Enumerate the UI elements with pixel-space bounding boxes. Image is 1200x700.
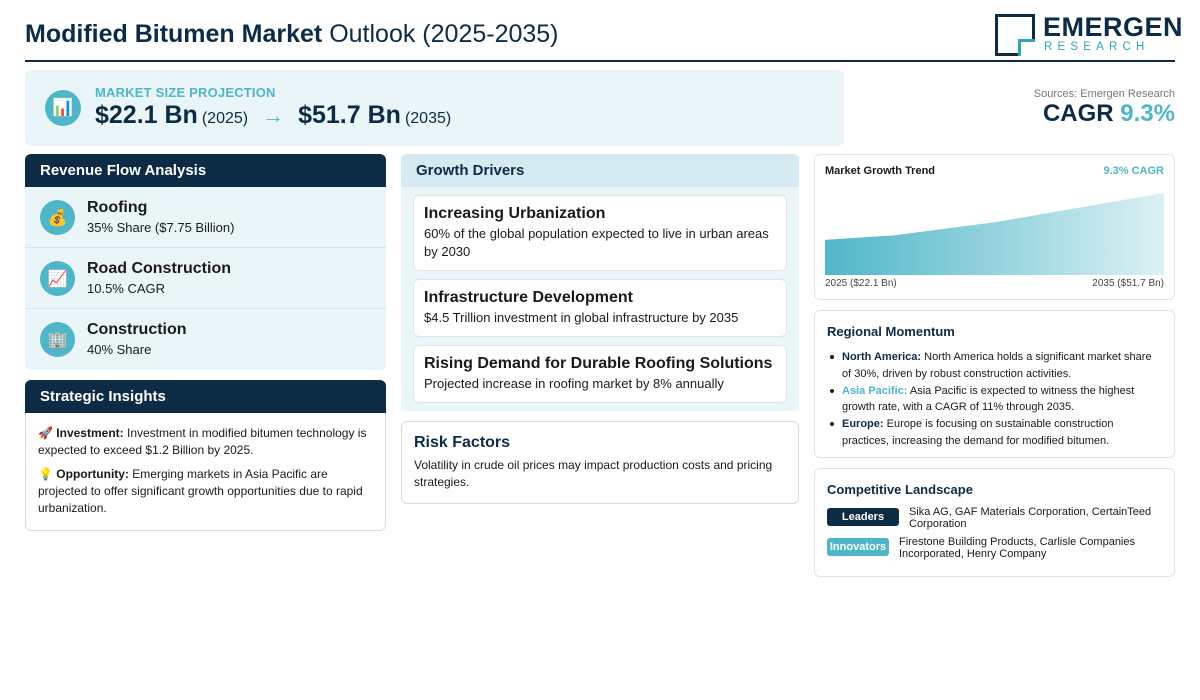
cagr-summary: CAGR 9.3%	[1043, 100, 1175, 128]
header: Modified Bitumen Market Outlook (2025-20…	[25, 12, 1183, 62]
revenue-item-desc: 10.5% CAGR	[87, 281, 166, 296]
growth-drivers-panel: Growth Drivers Increasing Urbanization 6…	[401, 154, 799, 411]
trend-chart-icon: 📈	[40, 261, 75, 296]
end-value: $51.7 Bn	[298, 101, 401, 129]
driver-desc: 60% of the global population expected to…	[424, 226, 769, 259]
region-text: North America holds a significant market…	[842, 351, 1152, 380]
innovators-badge: Innovators	[827, 538, 889, 556]
insight-item: 💡 Opportunity: Emerging markets in Asia …	[38, 466, 373, 517]
driver-card: Increasing Urbanization 60% of the globa…	[413, 195, 787, 271]
region-item: Europe: Europe is focusing on sustainabl…	[827, 416, 1162, 449]
innovators-names: Firestone Building Products, Carlisle Co…	[899, 536, 1135, 560]
revenue-item: 🏢 Construction 40% Share	[25, 309, 386, 370]
driver-title: Infrastructure Development	[424, 289, 633, 306]
driver-title: Rising Demand for Durable Roofing Soluti…	[424, 355, 773, 372]
title-rest: Outlook (2025-2035)	[329, 20, 559, 48]
driver-card: Infrastructure Development $4.5 Trillion…	[413, 279, 787, 337]
strategic-insights-panel: Strategic Insights 🚀 Investment: Investm…	[25, 380, 386, 531]
title-bold: Modified Bitumen Market	[25, 20, 323, 48]
region-text: Asia Pacific is expected to witness the …	[842, 384, 1135, 414]
risk-factors-panel: Risk Factors Volatility in crude oil pri…	[401, 421, 799, 504]
driver-title: Increasing Urbanization	[424, 205, 606, 222]
building-icon: 🏢	[40, 322, 75, 357]
start-value: $22.1 Bn	[95, 101, 198, 129]
competitive-landscape-title: Competitive Landscape	[827, 482, 973, 497]
sources-text: Sources: Emergen Research	[1033, 88, 1175, 100]
region-name: Europe:	[842, 418, 884, 431]
revenue-item-name: Roofing	[87, 199, 148, 216]
risk-factors-title: Risk Factors	[414, 434, 511, 451]
revenue-item-name: Construction	[87, 321, 187, 338]
chart-title: Market Growth Trend	[825, 165, 936, 177]
chart-start-label: 2025 ($22.1 Bn)	[825, 278, 897, 289]
revenue-flow-title: Revenue Flow Analysis	[25, 154, 386, 187]
chart-end-label: 2035 ($51.7 Bn)	[1092, 278, 1164, 289]
driver-desc: Projected increase in roofing market by …	[424, 376, 724, 391]
risk-factors-desc: Volatility in crude oil prices may impac…	[414, 458, 773, 489]
revenue-flow-panel: Revenue Flow Analysis 💰 Roofing 35% Shar…	[25, 154, 386, 370]
driver-card: Rising Demand for Durable Roofing Soluti…	[413, 345, 787, 403]
region-name: North America:	[842, 351, 922, 363]
regional-momentum-panel: Regional Momentum North America: North A…	[814, 310, 1175, 458]
region-item: Asia Pacific: Asia Pacific is expected t…	[827, 383, 1162, 416]
lightbulb-icon: 💡	[38, 467, 53, 481]
market-size-values: $22.1 Bn (2025) → $51.7 Bn (2035)	[95, 101, 451, 130]
market-size-panel: 📊 MARKET SIZE PROJECTION $22.1 Bn (2025) →…	[25, 70, 844, 146]
region-item: North America: North America holds a sig…	[827, 349, 1162, 382]
trend-area	[825, 193, 1164, 275]
rocket-icon: 🚀	[38, 426, 53, 440]
region-name: Asia Pacific:	[842, 384, 908, 397]
leaders-badge: Leaders	[827, 508, 899, 526]
revenue-item-desc: 35% Share ($7.75 Billion)	[87, 220, 235, 235]
insight-label: Opportunity:	[56, 467, 129, 481]
leaders-names: Sika AG, GAF Materials Corporation, Cert…	[909, 506, 1152, 530]
insight-label: Investment:	[56, 426, 124, 440]
money-bag-icon: 💰	[40, 200, 75, 235]
insight-item: 🚀 Investment: Investment in modified bit…	[38, 425, 373, 459]
insight-text: Emerging markets in Asia Pacific are pro…	[38, 467, 363, 515]
strategic-insights-title: Strategic Insights	[25, 380, 386, 413]
start-year: (2025)	[201, 110, 249, 127]
bar-chart-icon: 📊	[45, 90, 81, 126]
insight-text: Investment in modified bitumen technolog…	[38, 426, 367, 457]
logo-sub-text: RESEARCH	[1044, 41, 1150, 53]
market-size-label: MARKET SIZE PROJECTION	[95, 85, 276, 100]
revenue-item: 💰 Roofing 35% Share ($7.75 Billion)	[25, 187, 386, 248]
growth-drivers-title: Growth Drivers	[401, 154, 799, 187]
trend-area-svg	[825, 193, 1164, 275]
market-growth-trend-chart: Market Growth Trend 9.3% CAGR 2025 ($22.…	[814, 154, 1175, 300]
regional-momentum-title: Regional Momentum	[827, 324, 955, 339]
logo-mark-icon	[995, 14, 1035, 56]
cagr-label: CAGR	[1042, 100, 1114, 127]
chart-cagr: 9.3% CAGR	[1103, 165, 1164, 177]
end-year: (2035)	[404, 110, 452, 127]
arrow-right-icon: →	[262, 103, 285, 128]
revenue-item: 📈 Road Construction 10.5% CAGR	[25, 248, 386, 309]
revenue-item-name: Road Construction	[87, 260, 231, 277]
page-title: Modified Bitumen Market Outlook (2025-20…	[25, 20, 559, 49]
revenue-item-desc: 40% Share	[87, 342, 152, 357]
emergen-logo[interactable]: EMERGEN RESEARCH	[995, 13, 1183, 56]
cagr-value: 9.3%	[1120, 100, 1175, 127]
region-text: Europe is focusing on sustainable constr…	[842, 418, 1114, 448]
competitive-landscape-panel: Competitive Landscape Leaders Sika AG, G…	[814, 468, 1175, 577]
driver-desc: $4.5 Trillion investment in global infra…	[424, 310, 739, 325]
logo-main-text: EMERGEN	[1043, 12, 1184, 42]
